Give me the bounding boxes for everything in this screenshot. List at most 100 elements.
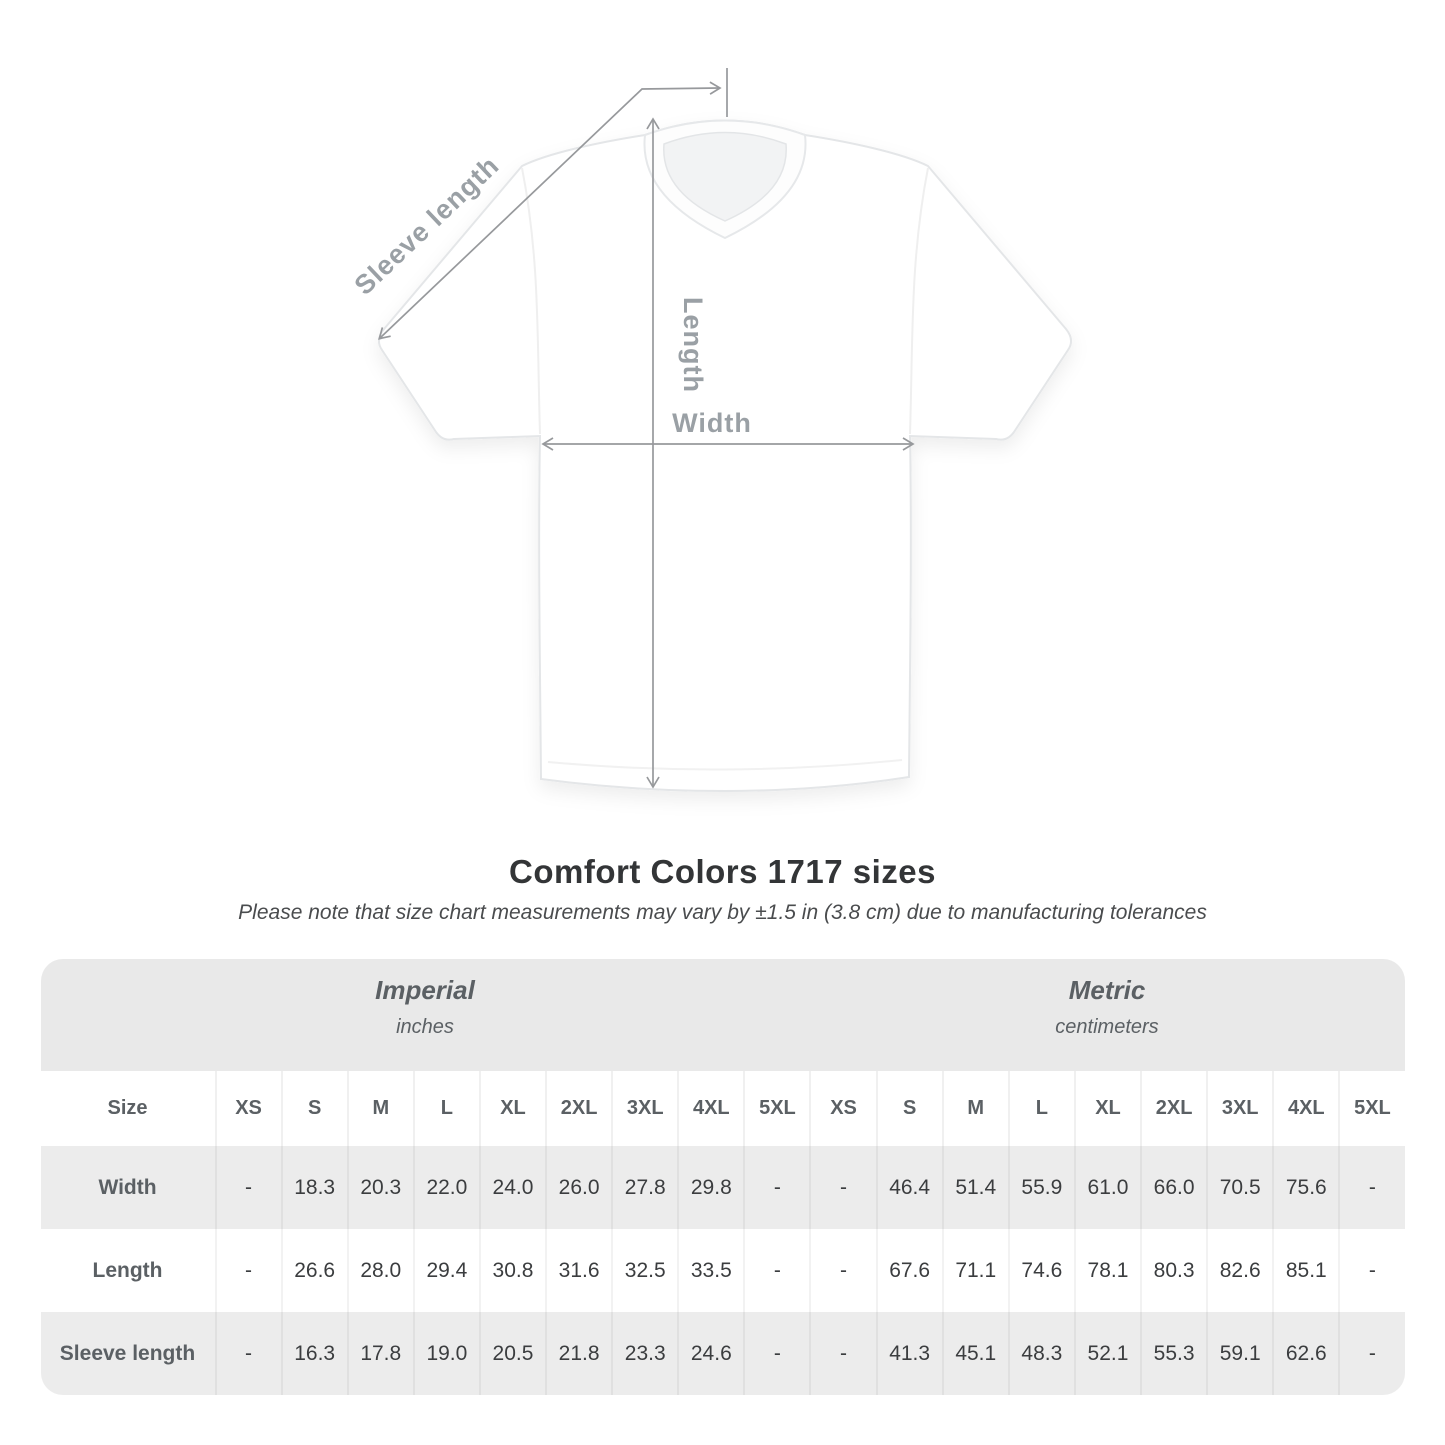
size-col-header-imperial-5xl: 5XL xyxy=(743,1071,810,1146)
measurement-cell: 66.0 xyxy=(1140,1146,1207,1229)
size-col-header-imperial-xl: XL xyxy=(478,1071,546,1146)
row-label: Width xyxy=(40,1146,215,1229)
measurement-row: Width -18.3 20.3 22.0 24.0 26.0 27.8 29.8- -46.4… xyxy=(40,1146,1405,1229)
measurement-cell: - xyxy=(809,1146,876,1229)
measurement-cell: 55.9 xyxy=(1007,1146,1074,1229)
measurement-cell: 82.6 xyxy=(1206,1229,1273,1312)
size-col-header-metric-xl: XL xyxy=(1073,1071,1141,1146)
size-col-header-metric-5xl: 5XL xyxy=(1338,1071,1405,1146)
measurement-cell: 22.0 xyxy=(412,1146,479,1229)
measurement-cell: - xyxy=(743,1312,810,1395)
measurement-cell: 28.0 xyxy=(346,1229,413,1312)
size-col-header-metric-4xl: 4XL xyxy=(1272,1071,1339,1146)
measurement-cell: - xyxy=(214,1146,281,1229)
size-col-header-metric-2xl: 2XL xyxy=(1140,1071,1207,1146)
measurement-row: Sleeve length -16.3 17.8 19.0 20.5 21.8 23.3 24… xyxy=(40,1312,1405,1395)
size-col-header-metric-xs: XS xyxy=(809,1071,876,1146)
row-label: Sleeve length xyxy=(40,1312,215,1395)
right-sleeve-seam xyxy=(909,167,929,435)
size-col-header-metric-s: S xyxy=(875,1071,942,1146)
metric-unit-label: centimeters xyxy=(1055,1016,1159,1038)
measurement-cell: 51.4 xyxy=(941,1146,1008,1229)
sleeve-length-arrow xyxy=(378,81,722,340)
measurement-cell: 19.0 xyxy=(412,1312,479,1395)
tshirt-illustration xyxy=(378,119,1072,793)
measurement-cell: 48.3 xyxy=(1007,1312,1074,1395)
size-col-header-imperial-4xl: 4XL xyxy=(677,1071,744,1146)
length-label: Length xyxy=(678,297,708,393)
measurement-cell: 52.1 xyxy=(1073,1312,1141,1395)
measurement-cell: 26.6 xyxy=(280,1229,347,1312)
measurement-cell: 24.6 xyxy=(677,1312,744,1395)
measurement-cell: 29.4 xyxy=(412,1229,479,1312)
size-col-header-imperial-m: M xyxy=(346,1071,413,1146)
size-col-header-metric-l: L xyxy=(1007,1071,1074,1146)
row-label: Length xyxy=(40,1229,215,1312)
size-col-header-imperial-2xl: 2XL xyxy=(545,1071,612,1146)
measurement-cell: 55.3 xyxy=(1140,1312,1207,1395)
measurement-cell: - xyxy=(214,1312,281,1395)
measurement-cell: 17.8 xyxy=(346,1312,413,1395)
size-col-header-imperial-3xl: 3XL xyxy=(611,1071,678,1146)
size-col-header-metric-3xl: 3XL xyxy=(1206,1071,1273,1146)
measurement-cell: - xyxy=(1338,1146,1405,1229)
unit-group-row: Imperial inches Metric centimeters xyxy=(40,959,1405,1071)
measurement-cell: 75.6 xyxy=(1272,1146,1339,1229)
measurement-cell: 71.1 xyxy=(941,1229,1008,1312)
measurement-cell: 26.0 xyxy=(545,1146,612,1229)
size-table-container: Imperial inches Metric centimeters Size … xyxy=(40,959,1405,1395)
page-title: Comfort Colors 1717 sizes xyxy=(509,853,936,890)
measurement-cell: 18.3 xyxy=(280,1146,347,1229)
page-subtitle: Please note that size chart measurements… xyxy=(238,901,1207,924)
measurement-cell: 20.5 xyxy=(478,1312,546,1395)
measurement-cell: - xyxy=(743,1229,810,1312)
measurement-cell: 62.6 xyxy=(1272,1312,1339,1395)
measurement-cell: 32.5 xyxy=(611,1229,678,1312)
size-col-header-imperial-xs: XS xyxy=(214,1071,281,1146)
measurement-cell: 61.0 xyxy=(1073,1146,1141,1229)
measurement-cell: 27.8 xyxy=(611,1146,678,1229)
measurement-cell: 21.8 xyxy=(545,1312,612,1395)
measurement-cell: 41.3 xyxy=(875,1312,942,1395)
measurement-cell: 70.5 xyxy=(1206,1146,1273,1229)
measurement-cell: 33.5 xyxy=(677,1229,744,1312)
measurement-cell: 78.1 xyxy=(1073,1229,1141,1312)
size-table: Imperial inches Metric centimeters Size … xyxy=(40,959,1405,1395)
measurement-cell: - xyxy=(214,1229,281,1312)
width-label: Width xyxy=(672,408,752,438)
size-header-row: Size XS S M L XL 2XL 3XL 4XL 5XL XS S M L XL 2XL 3XL 4XL… xyxy=(40,1071,1405,1146)
measurement-cell: 59.1 xyxy=(1206,1312,1273,1395)
size-header-cell: Size xyxy=(40,1071,215,1146)
measurement-cell: 30.8 xyxy=(478,1229,546,1312)
measurement-cell: 85.1 xyxy=(1272,1229,1339,1312)
measurement-cell: 29.8 xyxy=(677,1146,744,1229)
size-col-header-metric-m: M xyxy=(941,1071,1008,1146)
measurement-cell: 74.6 xyxy=(1007,1229,1074,1312)
measurement-cell: - xyxy=(743,1146,810,1229)
tshirt-measurement-diagram: Sleeve length Length Width xyxy=(349,68,1072,793)
measurement-cell: 16.3 xyxy=(280,1312,347,1395)
measurement-cell: 46.4 xyxy=(875,1146,942,1229)
measurement-annotations xyxy=(378,68,915,789)
size-col-header-imperial-l: L xyxy=(412,1071,479,1146)
measurement-cell: 31.6 xyxy=(545,1229,612,1312)
measurement-cell: - xyxy=(1338,1312,1405,1395)
measurement-cell: 20.3 xyxy=(346,1146,413,1229)
imperial-unit-label: inches xyxy=(396,1016,454,1038)
imperial-label: Imperial xyxy=(375,975,475,1005)
measurement-cell: - xyxy=(809,1229,876,1312)
measurement-cell: 67.6 xyxy=(875,1229,942,1312)
metric-label: Metric xyxy=(1068,975,1146,1005)
hem-stitch xyxy=(547,759,903,771)
tshirt-diagram-svg: Sleeve length Length Width xyxy=(349,68,1072,793)
measurement-cell: 45.1 xyxy=(941,1312,1008,1395)
measurement-cell: 24.0 xyxy=(478,1146,546,1229)
measurement-cell: 80.3 xyxy=(1140,1229,1207,1312)
size-col-header-imperial-s: S xyxy=(280,1071,347,1146)
measurement-cell: 23.3 xyxy=(611,1312,678,1395)
measurement-cell: - xyxy=(1338,1229,1405,1312)
metric-group-header: Metric centimeters xyxy=(809,959,1405,1071)
measurement-cell: - xyxy=(809,1312,876,1395)
measurement-row: Length -26.6 28.0 29.4 30.8 31.6 32.5 33.5- -67.… xyxy=(40,1229,1405,1312)
